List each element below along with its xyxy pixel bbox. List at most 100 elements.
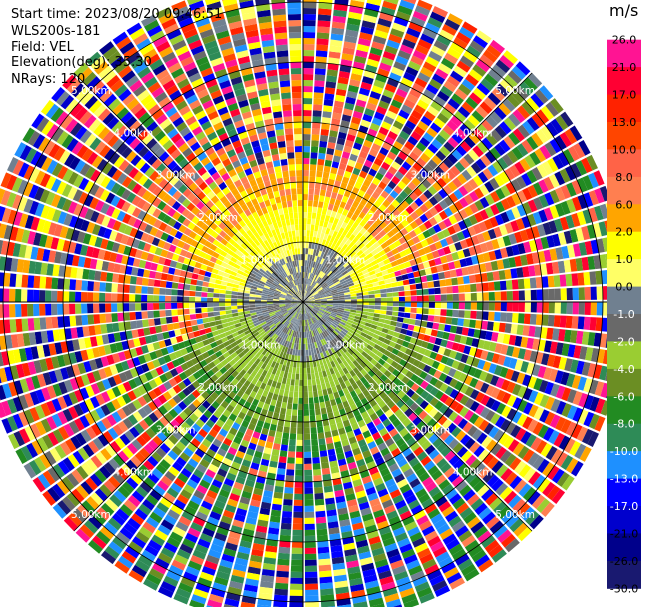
velocity-gate	[177, 356, 186, 365]
velocity-gate	[303, 296, 306, 302]
velocity-gate	[423, 364, 432, 374]
velocity-gate	[443, 567, 459, 579]
velocity-gate	[266, 320, 273, 325]
velocity-gate	[413, 446, 424, 457]
velocity-gate	[93, 314, 101, 324]
velocity-gate	[466, 45, 481, 58]
velocity-gate	[363, 481, 374, 490]
velocity-gate	[228, 413, 237, 422]
velocity-gate	[471, 338, 480, 348]
velocity-gate	[81, 292, 88, 302]
velocity-gate	[324, 311, 331, 316]
velocity-gate	[305, 307, 308, 314]
velocity-gate	[66, 473, 80, 487]
velocity-gate	[552, 233, 561, 247]
velocity-gate	[441, 24, 457, 36]
velocity-gate	[508, 334, 517, 346]
velocity-gate	[151, 451, 163, 463]
velocity-gate	[288, 335, 292, 342]
velocity-gate	[355, 539, 369, 549]
velocity-gate	[386, 302, 393, 307]
velocity-gate	[127, 495, 141, 508]
velocity-gate	[319, 219, 325, 227]
velocity-gate	[165, 316, 173, 324]
velocity-gate	[337, 206, 344, 214]
velocity-gate	[272, 317, 278, 322]
velocity-gate	[566, 287, 573, 301]
velocity-gate	[410, 350, 419, 359]
velocity-gate	[123, 312, 130, 321]
velocity-gate	[274, 319, 280, 325]
velocity-gate	[441, 173, 452, 184]
velocity-gate	[406, 330, 414, 337]
velocity-gate	[378, 249, 386, 257]
velocity-gate	[309, 312, 313, 318]
velocity-gate	[197, 404, 207, 414]
velocity-gate	[331, 309, 338, 313]
velocity-gate	[482, 282, 489, 292]
velocity-gate	[331, 556, 345, 565]
velocity-gate	[431, 154, 442, 166]
velocity-gate	[153, 295, 160, 302]
velocity-gate	[559, 132, 572, 148]
velocity-gate	[294, 355, 298, 362]
velocity-gate	[127, 414, 138, 426]
velocity-gate	[350, 583, 365, 592]
velocity-gate	[245, 428, 254, 437]
velocity-gate	[321, 413, 328, 421]
velocity-gate	[225, 294, 232, 299]
velocity-gate	[524, 154, 536, 169]
velocity-gate	[314, 304, 321, 307]
velocity-gate	[287, 308, 293, 312]
velocity-gate	[537, 424, 549, 439]
velocity-gate	[523, 388, 533, 401]
velocity-gate	[402, 353, 410, 362]
velocity-gate	[338, 248, 345, 256]
velocity-gate	[124, 321, 132, 331]
velocity-gate	[296, 445, 303, 452]
velocity-gate	[491, 64, 507, 78]
velocity-gate	[337, 311, 344, 315]
velocity-gate	[420, 66, 434, 78]
velocity-gate	[392, 433, 402, 443]
velocity-gate	[345, 277, 353, 283]
velocity-gate	[578, 302, 585, 315]
velocity-gate	[259, 395, 267, 403]
velocity-gate	[214, 473, 225, 483]
velocity-gate	[313, 307, 319, 311]
velocity-gate	[480, 78, 495, 92]
velocity-gate	[245, 316, 252, 321]
velocity-gate	[198, 505, 211, 516]
velocity-gate	[331, 373, 338, 381]
velocity-gate	[123, 522, 138, 535]
velocity-gate	[378, 358, 386, 366]
velocity-gate	[213, 307, 220, 312]
velocity-gate	[421, 340, 429, 349]
velocity-gate	[432, 73, 446, 85]
velocity-gate	[237, 305, 244, 309]
velocity-gate	[357, 275, 365, 281]
velocity-gate	[375, 257, 383, 264]
velocity-gate	[332, 205, 339, 213]
velocity-gate	[397, 151, 408, 161]
velocity-gate	[345, 231, 352, 239]
velocity-gate	[326, 387, 333, 395]
velocity-gate	[355, 232, 363, 240]
velocity-gate	[27, 289, 34, 302]
velocity-gate	[517, 243, 526, 255]
velocity-gate	[456, 463, 469, 475]
velocity-gate	[451, 426, 462, 438]
velocity-gate	[550, 449, 563, 464]
velocity-gate	[499, 79, 514, 93]
velocity-gate	[274, 387, 280, 395]
velocity-gate	[310, 224, 315, 231]
velocity-gate	[330, 210, 337, 218]
velocity-gate	[273, 327, 279, 334]
velocity-gate	[319, 293, 326, 297]
velocity-gate	[308, 304, 314, 308]
velocity-gate	[215, 419, 225, 428]
velocity-gate	[446, 357, 455, 367]
velocity-gate	[267, 303, 274, 306]
velocity-gate	[523, 77, 538, 92]
velocity-gate	[397, 537, 411, 548]
